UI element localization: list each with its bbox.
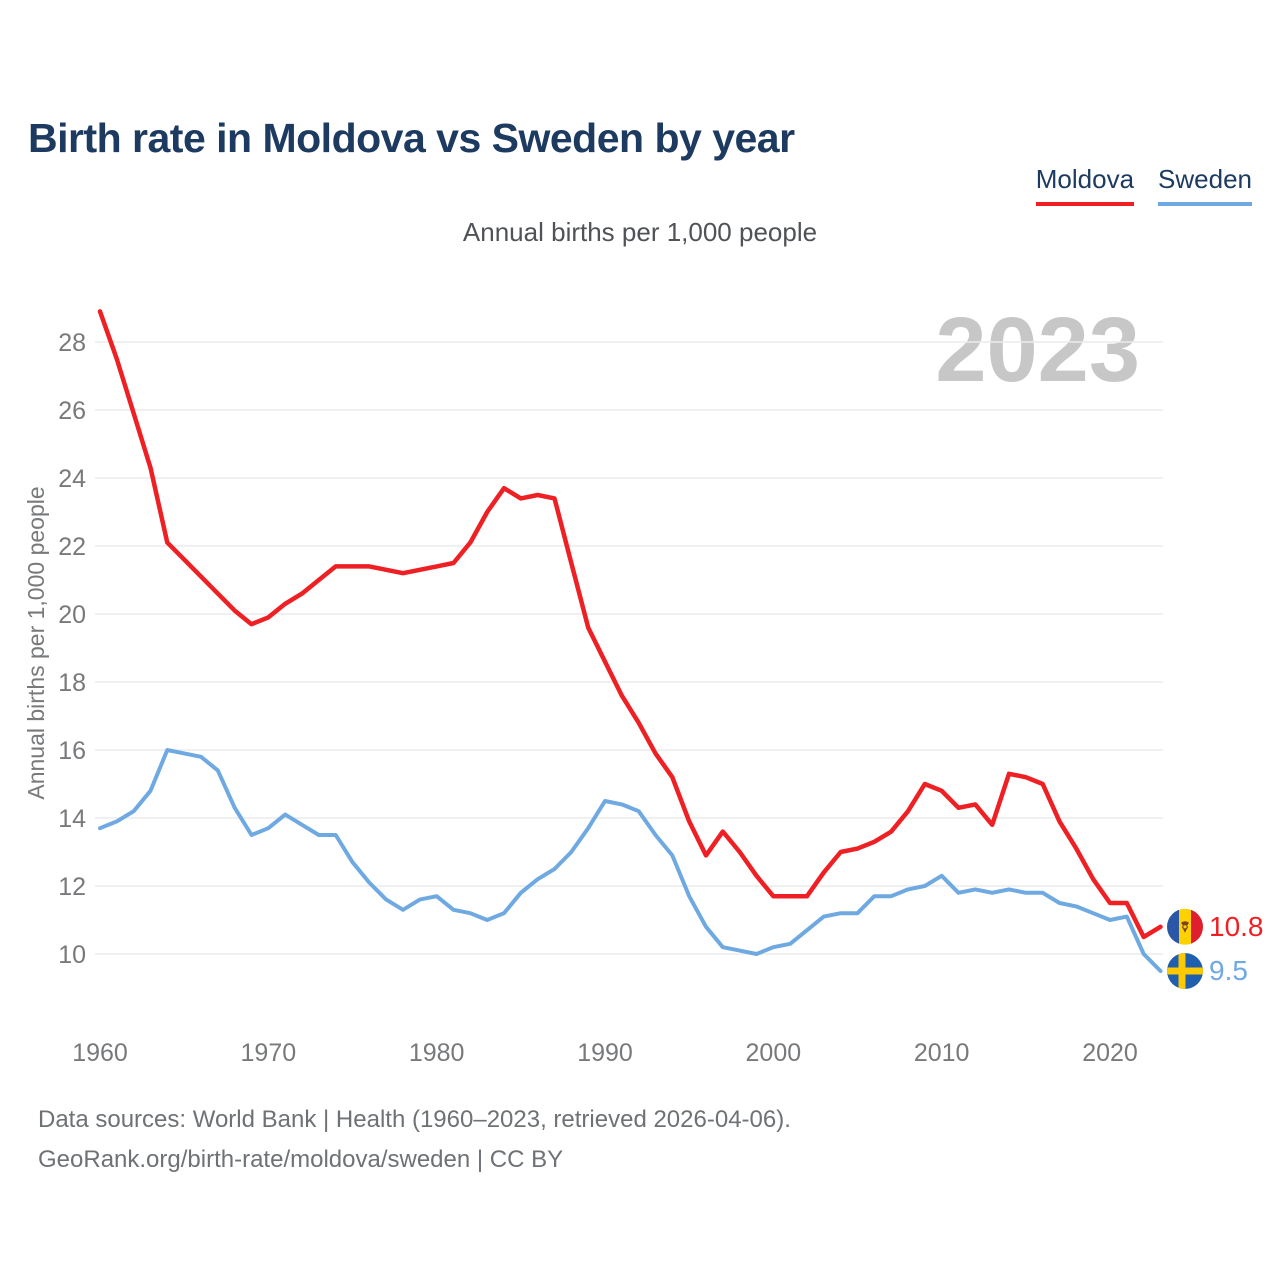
legend-item-moldova[interactable]: Moldova <box>1035 164 1135 206</box>
x-tick-label: 2000 <box>746 1039 802 1067</box>
chart-subtitle: Annual births per 1,000 people <box>462 217 818 247</box>
x-tick-label: 1970 <box>241 1039 297 1067</box>
footer-attribution: GeoRank.org/birth-rate/moldova/sweden | … <box>38 1146 564 1173</box>
y-tick-label: 10 <box>58 941 86 969</box>
legend-item-sweden[interactable]: Sweden <box>1158 164 1252 206</box>
footer: Data sources: World Bank | Health (1960–… <box>38 1100 791 1180</box>
moldova-end-value: 10.8 <box>1209 911 1264 942</box>
x-tick-label: 2020 <box>1082 1039 1138 1067</box>
y-tick-label: 12 <box>58 873 86 901</box>
y-tick-label: 28 <box>58 329 86 357</box>
x-tick-label: 1960 <box>72 1039 128 1067</box>
footer-sources: Data sources: World Bank | Health (1960–… <box>38 1106 791 1133</box>
sweden-line <box>98 748 1163 973</box>
y-tick-label: 18 <box>58 669 86 697</box>
y-axis-title: Annual births per 1,000 people <box>23 486 49 799</box>
y-tick-label: 24 <box>58 465 86 493</box>
y-tick-label: 22 <box>58 533 86 561</box>
x-tick-label: 1990 <box>577 1039 633 1067</box>
y-tick-label: 14 <box>58 805 86 833</box>
y-tick-label: 16 <box>58 737 86 765</box>
y-tick-label: 26 <box>58 397 86 425</box>
sweden-flag-icon <box>1167 953 1203 989</box>
moldova-flag-icon <box>1167 908 1203 945</box>
sweden-end-value: 9.5 <box>1209 955 1248 986</box>
moldova-line <box>97 309 1163 940</box>
watermark-year: 2023 <box>935 299 1140 401</box>
page-title: Birth rate in Moldova vs Sweden by year <box>28 115 795 162</box>
legend: Moldova Sweden <box>1035 164 1252 206</box>
y-tick-label: 20 <box>58 601 86 629</box>
x-tick-label: 2010 <box>914 1039 970 1067</box>
x-tick-label: 1980 <box>409 1039 465 1067</box>
